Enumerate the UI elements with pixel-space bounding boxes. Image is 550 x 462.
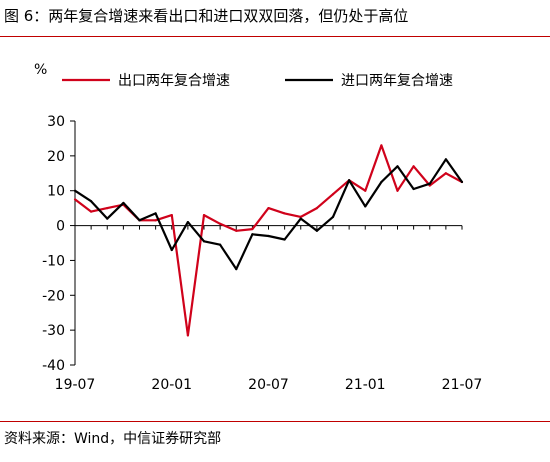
data-point-series-2 <box>348 179 351 182</box>
data-point-series-2 <box>283 238 286 241</box>
figure-title: 图 6：两年复合增速来看出口和进口双双回落，但仍处于高位 <box>4 7 409 25</box>
y-tick-label: -30 <box>42 323 65 339</box>
data-point-series-1 <box>154 219 157 222</box>
data-point-series-1 <box>331 193 335 196</box>
data-point-series-1 <box>380 144 383 147</box>
data-point-series-2 <box>428 182 431 185</box>
data-point-series-1 <box>267 207 270 210</box>
y-tick-label: -10 <box>42 253 65 269</box>
data-point-series-1 <box>299 215 302 218</box>
x-tick-label: 21-07 <box>442 377 483 393</box>
line-chart: 30 20 10 0 -10 -20 -30 -40% 19-07 20-01 20-07 21-01… <box>34 62 483 393</box>
x-tick-label: 20-01 <box>151 377 192 393</box>
data-point-series-2 <box>267 234 270 238</box>
y-tick-label: 30 <box>47 114 65 130</box>
x-tick-label: 20-07 <box>248 377 289 393</box>
data-point-series-1 <box>73 198 77 201</box>
data-point-series-1 <box>186 334 189 337</box>
data-point-series-1 <box>364 189 367 192</box>
data-point-series-2 <box>364 205 367 208</box>
data-point-series-2 <box>106 217 109 220</box>
data-point-series-1 <box>90 210 93 213</box>
data-point-series-2 <box>315 229 318 232</box>
data-point-series-2 <box>154 212 157 215</box>
data-point-series-2 <box>444 158 447 161</box>
data-point-series-1 <box>170 214 173 217</box>
data-point-series-2 <box>396 165 399 168</box>
data-point-series-2 <box>170 248 173 252</box>
series-line-2 <box>74 158 463 271</box>
data-point-series-2 <box>251 233 254 236</box>
data-point-series-2 <box>186 220 189 224</box>
data-point-series-2 <box>299 217 302 220</box>
x-tick-label: 21-01 <box>345 377 386 393</box>
x-tick-label: 19-07 <box>55 377 96 393</box>
data-point-series-1 <box>219 222 222 225</box>
data-point-series-2 <box>412 187 415 191</box>
data-point-series-2 <box>202 240 206 243</box>
data-point-series-2 <box>219 243 222 246</box>
data-point-series-2 <box>380 180 383 184</box>
data-point-series-2 <box>235 268 238 271</box>
data-point-series-2 <box>331 215 335 218</box>
data-point-series-1 <box>283 212 286 215</box>
data-point-series-2 <box>122 201 125 205</box>
data-point-series-2 <box>90 200 93 203</box>
y-tick-label: -20 <box>42 288 65 304</box>
y-tick-label: 20 <box>47 149 65 165</box>
title-divider <box>0 36 550 37</box>
data-point-series-1 <box>315 207 318 210</box>
data-point-series-1 <box>412 165 415 168</box>
y-tick-label: 10 <box>47 184 65 200</box>
legend-label-2: 进口两年复合增速 <box>341 72 453 89</box>
data-point-series-1 <box>235 229 238 232</box>
source-divider <box>0 421 550 422</box>
y-axis-unit: % <box>34 62 47 78</box>
y-tick-label: -40 <box>42 358 65 374</box>
data-point-series-1 <box>251 227 254 231</box>
data-point-series-1 <box>396 189 399 192</box>
data-point-series-1 <box>106 207 109 210</box>
source-note: 资料来源：Wind，中信证券研究部 <box>4 431 222 447</box>
data-point-series-2 <box>73 189 77 192</box>
legend-label-1: 出口两年复合增速 <box>118 72 230 89</box>
data-point-series-2 <box>460 180 464 184</box>
data-point-series-2 <box>138 219 141 222</box>
y-tick-label: 0 <box>56 219 65 235</box>
data-point-series-1 <box>444 172 447 175</box>
data-point-series-1 <box>202 214 206 217</box>
